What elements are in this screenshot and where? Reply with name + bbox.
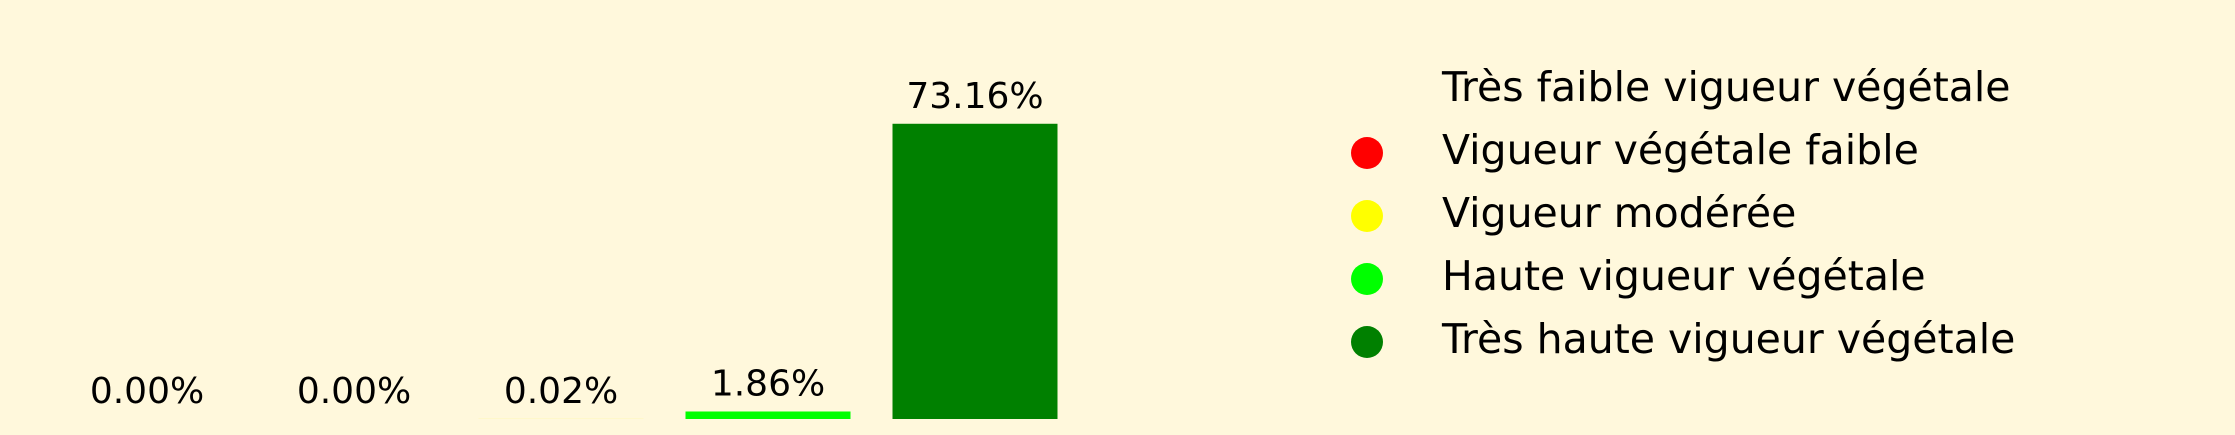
- legend-label: Vigueur modérée: [1442, 189, 1796, 237]
- bar: [685, 411, 851, 419]
- legend-marker: [1351, 74, 1383, 106]
- legend-marker: [1351, 326, 1383, 358]
- legend-marker: [1351, 200, 1383, 232]
- value-label: 73.16%: [906, 76, 1043, 117]
- legend-marker: [1351, 263, 1383, 295]
- legend-marker: [1351, 137, 1383, 169]
- legend-label: Très faible vigueur végétale: [1441, 63, 2011, 111]
- bar: [892, 123, 1058, 419]
- legend-label: Haute vigueur végétale: [1442, 252, 1926, 300]
- value-label: 0.02%: [504, 371, 618, 412]
- legend-label: Vigueur végétale faible: [1442, 126, 1919, 174]
- legend-label: Très haute vigueur végétale: [1441, 315, 2015, 363]
- value-label: 1.86%: [711, 363, 825, 404]
- value-label: 0.00%: [297, 371, 411, 412]
- value-label: 0.00%: [90, 371, 204, 412]
